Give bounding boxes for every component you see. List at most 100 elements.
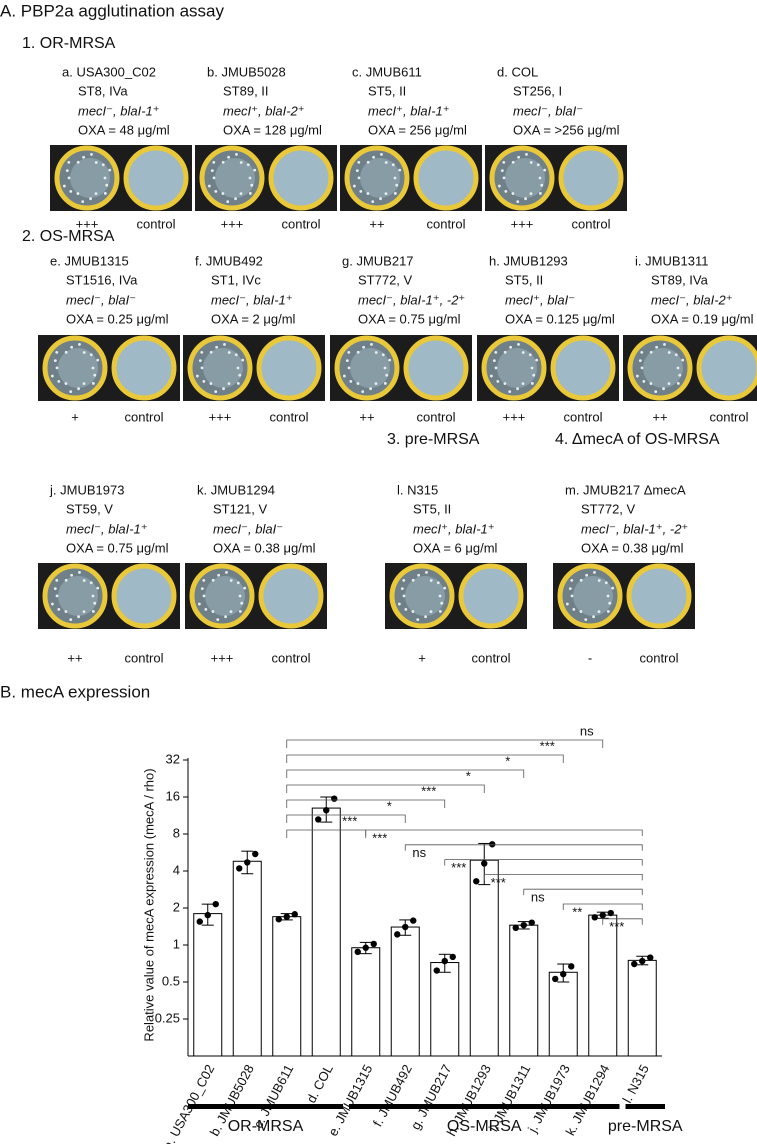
agglutinate [384,192,388,196]
agglutinate [198,359,202,363]
data-point [362,944,369,951]
control-label: control [271,650,310,665]
agglutinate [411,610,415,613]
agglutinate [529,161,533,164]
strain-type: ST121, V [213,501,268,516]
control-label: control [416,409,455,424]
agglutinate [55,350,59,354]
bar [469,859,499,1057]
agglutinate [70,345,74,349]
strain-oxa: OXA = 0.38 μg/ml [581,540,684,555]
control-well [123,145,189,211]
strain-id: c. JMUB611 [352,64,422,79]
significance-label: ** [572,904,582,919]
agglutinate [528,353,532,357]
data-point [449,953,456,961]
significance-label: *** [609,919,624,934]
significance-label: *** [540,738,555,753]
agglutinate [529,192,533,196]
bar [232,860,262,1057]
data-point [196,918,203,925]
control-well [558,145,624,211]
significance-label: ns [531,890,545,905]
agglutinate [207,184,211,188]
agglutinate [429,610,433,614]
agglutinate [195,374,199,378]
agglutinate [608,601,612,605]
agglutinate [53,587,57,591]
agglutinate [225,571,228,574]
agglutinate [540,183,544,187]
agglutinate [535,358,539,362]
bar [627,959,657,1057]
significance-bracket [483,874,643,881]
agglutinate [50,374,54,378]
agglutinate [416,618,420,622]
strain-oxa: OXA = 128 μg/ml [223,122,322,137]
agglutinate [585,573,589,577]
control-well [458,563,524,629]
agglutinate [211,610,215,613]
strain-id: j. JMUB1973 [49,482,124,497]
agglutinate [57,379,61,383]
agglutinate [361,390,365,394]
agglutinate [214,189,218,193]
agglutinate [536,163,540,167]
significance-bracket [562,903,643,910]
agglutinate [503,350,507,354]
sample-center [350,348,390,388]
result-label: + [418,650,426,665]
result-label: +++ [76,216,99,231]
agglutinate [424,615,427,619]
agglutinate [236,382,240,385]
agglutinate [94,161,98,164]
agglutinate [69,390,73,394]
agglutinate [235,153,238,156]
agglutinate [570,594,574,598]
control-label: control [281,216,320,231]
control-label: control [124,409,163,424]
data-point [512,924,519,932]
bar [430,962,460,1057]
agglutinate [524,197,527,201]
strain-genotype: mecI⁻, blaI-1⁺ [78,103,160,118]
agglutinate [64,578,68,582]
agglutinate [226,200,230,204]
significance-bracket [286,799,446,808]
data-point [331,795,338,802]
agglutinate [349,379,353,383]
agglutinate [77,387,80,391]
agglutinate [70,573,74,577]
agglutinate [597,579,601,582]
sample-center [205,576,245,616]
agglutinate [517,343,520,346]
strain-genotype: mecI⁺, blaI-1⁺ [368,103,450,118]
agglutinate [352,184,356,188]
data-point [402,923,409,931]
agglutinate [640,350,644,354]
agglutinate [82,351,86,354]
agglutinate [393,192,397,195]
strain-oxa: OXA = 0.75 μg/ml [66,540,169,555]
group-label: OS-MRSA [447,1118,522,1135]
agglutinate [91,382,95,385]
agglutinate [342,374,346,378]
significance-label: *** [451,860,466,875]
strain-genotype: mecI⁺, blaI-2⁺ [223,103,305,118]
agglutinate [425,571,428,574]
y-tick-label: 2 [173,899,180,914]
result-label: ++ [359,409,374,424]
agglutinate [383,366,387,370]
sample-center [58,576,98,616]
agglutinate [238,594,242,598]
strain-id: i. JMUB1311 [635,253,708,268]
result-label: + [71,409,79,424]
data-point [591,914,598,921]
agglutinate [606,594,610,598]
significance-bracket [444,859,643,866]
bar [548,971,578,1057]
agglutinate [579,578,583,582]
strain-id: h. JMUB1293 [489,253,568,268]
significance-bracket [286,784,485,793]
